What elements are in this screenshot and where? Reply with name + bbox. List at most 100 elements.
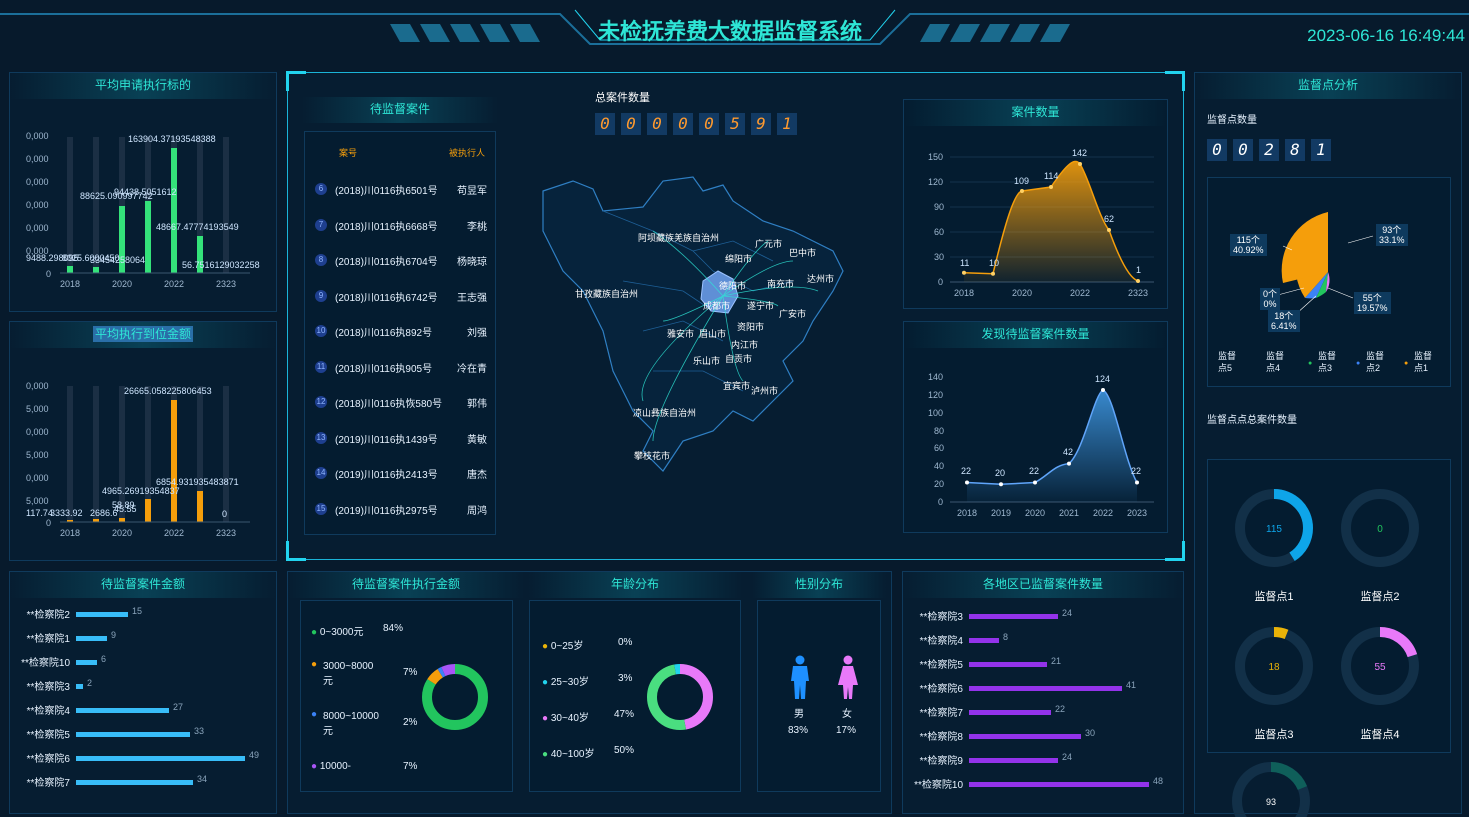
corner-decor — [1165, 541, 1185, 561]
x-tick: 2020 — [1012, 288, 1032, 298]
data-label: 8025.6000450 — [62, 253, 120, 263]
bar — [67, 520, 73, 522]
sichuan-map[interactable]: 阿坝藏族羌族自治州 广元市 绵阳市 巴中市 达州市 南充市 德阳市 甘孜藏族自治… — [533, 171, 863, 491]
table-row[interactable]: 7 (2018)川0116执6668号 李桃 — [305, 218, 497, 242]
bar — [969, 614, 1058, 619]
row-index: 14 — [315, 467, 327, 479]
y-tick: 0,000 — [26, 223, 49, 233]
item-name: **检察院8 — [919, 732, 963, 743]
item-name: **检察院10 — [21, 658, 70, 669]
item-value: 48 — [1153, 776, 1164, 786]
city-label: 宜宾市 — [723, 380, 750, 391]
data-label: 109 — [1014, 176, 1029, 186]
table-row[interactable]: 11 (2018)川0116执905号 冷在青 — [305, 360, 497, 384]
data-point — [1136, 279, 1140, 283]
ring-value: 93 — [1266, 797, 1276, 807]
panel-avg-apply: 平均申请执行标的 0,000 0,000 0,000 0,000 0,000 0… — [9, 72, 277, 312]
data-label: 56.7516129032258 — [182, 260, 260, 270]
data-label: 10 — [989, 258, 999, 268]
digit: 0 — [699, 113, 719, 135]
avg-paid-chart: 0,000 5,000 0,000 5,000 0,000 5,000 0 11… — [26, 381, 250, 538]
data-label: 2686.6 — [90, 508, 118, 518]
cases-section: 待监督案件 案号 被执行人 6 (2018)川0116执6501号 苟昱军 7 (201… — [302, 97, 498, 537]
legend-label: 40~100岁 — [550, 749, 595, 760]
ring-gauge: 18 监督点3 — [1232, 624, 1316, 748]
city-label: 德阳市 — [719, 280, 746, 291]
item-name: **检察院5 — [919, 660, 963, 671]
table-row[interactable]: 15 (2019)川0116执2975号 周鸿 — [305, 502, 497, 526]
donut-segment — [422, 664, 488, 730]
data-point — [965, 480, 969, 485]
female-icon — [838, 655, 858, 699]
data-label: 48667.47774193549 — [156, 222, 239, 232]
row-index: 8 — [315, 254, 327, 266]
y-tick: 0,000 — [26, 177, 49, 187]
total-cases-label: 监督点点总案件数量 — [1207, 415, 1297, 426]
legend-pct: 7% — [403, 761, 418, 772]
city-label: 资阳市 — [737, 321, 764, 332]
panel-title: 平均申请执行标的 — [10, 73, 276, 99]
item-value: 21 — [1051, 656, 1062, 666]
data-label: 117.74 — [26, 508, 53, 518]
row-index: 10 — [315, 325, 327, 337]
legend-item: ● 3000~8000元 7% — [311, 659, 418, 687]
item-name: **检察院7 — [26, 778, 70, 789]
corner-decor — [1165, 71, 1185, 91]
digit: 0 — [673, 113, 693, 135]
bar — [969, 710, 1051, 715]
table-row[interactable]: 9 (2018)川0116执6742号 王志强 — [305, 289, 497, 313]
city-label: 达州市 — [807, 273, 834, 284]
list-item: **检察院2 15 — [10, 606, 278, 630]
digit: 5 — [725, 113, 745, 135]
data-label: 22 — [961, 466, 971, 476]
item-name: **检察院4 — [26, 706, 70, 717]
y-tick: 100 — [928, 408, 943, 418]
panel-title: 年龄分布 — [528, 572, 742, 598]
table-row[interactable]: 10 (2018)川0116执892号 刘强 — [305, 324, 497, 348]
data-label: 58.89 — [112, 500, 135, 510]
legend-label: 25~30岁 — [550, 677, 589, 688]
panel-regions: 各地区已监督案件数量 **检察院3 24 **检察院4 8 **检察院5 21 **检… — [902, 571, 1184, 814]
person-name: 冷在青 — [457, 363, 487, 375]
pie-slice — [1305, 272, 1328, 299]
gender-title-wrap: 性别分布 — [752, 572, 886, 598]
item-name: **检察院2 — [26, 610, 70, 621]
city-label: 南充市 — [767, 278, 794, 289]
exec-donut — [422, 664, 488, 730]
table-row[interactable]: 8 (2018)川0116执6704号 杨晓琼 — [305, 253, 497, 277]
row-index: 15 — [315, 502, 327, 515]
data-label: 6854.931935483871 — [156, 477, 239, 487]
item-name: **检察院7 — [919, 708, 963, 719]
ring-gauge: 0 监督点2 — [1338, 486, 1422, 610]
y-tick: 140 — [928, 372, 943, 382]
city-label: 乐山市 — [693, 355, 720, 366]
list-item: **检察院5 21 — [903, 656, 1185, 680]
item-value: 22 — [1055, 704, 1066, 714]
item-name: **检察院10 — [914, 780, 963, 791]
digit: 1 — [777, 113, 797, 135]
data-label: 88625.090997742 — [80, 191, 153, 201]
bar — [76, 756, 245, 761]
bar — [93, 267, 99, 273]
header: 未检抚养费大数据监督系统 2023-06-16 16:49:44 — [0, 0, 1469, 58]
bar — [67, 266, 73, 273]
corner-decor — [286, 541, 306, 561]
y-tick: 5,000 — [26, 404, 49, 414]
list-item: **检察院4 8 — [903, 632, 1185, 656]
legend-item: 监督 点4 — [1266, 351, 1285, 373]
table-row[interactable]: 12 (2018)川0116执恢580号 郭伟 — [305, 395, 497, 419]
ring-fill — [1235, 627, 1313, 705]
pie-slice — [1326, 272, 1330, 292]
x-tick: 2323 — [216, 528, 236, 538]
legend-item: ● 30~40岁 47% — [542, 709, 634, 724]
rings-panel: 115 监督点1 0 监督点2 18 监督点3 55 监督点4 — [1207, 459, 1451, 753]
data-label: 4965.26919354837 — [102, 486, 180, 496]
y-tick: 90 — [934, 202, 944, 212]
row-index: 7 — [315, 218, 327, 231]
found-count-chart: 140 120 100 80 60 40 20 0 22 20 22 42 12… — [928, 372, 1154, 518]
table-row[interactable]: 14 (2019)川0116执2413号 唐杰 — [305, 466, 497, 490]
table-row[interactable]: 13 (2019)川0116执1439号 黄敏 — [305, 431, 497, 455]
pie-label: 93个 33.1% — [1376, 224, 1408, 246]
data-point — [999, 482, 1003, 487]
table-row[interactable]: 6 (2018)川0116执6501号 苟昱军 — [305, 182, 497, 206]
